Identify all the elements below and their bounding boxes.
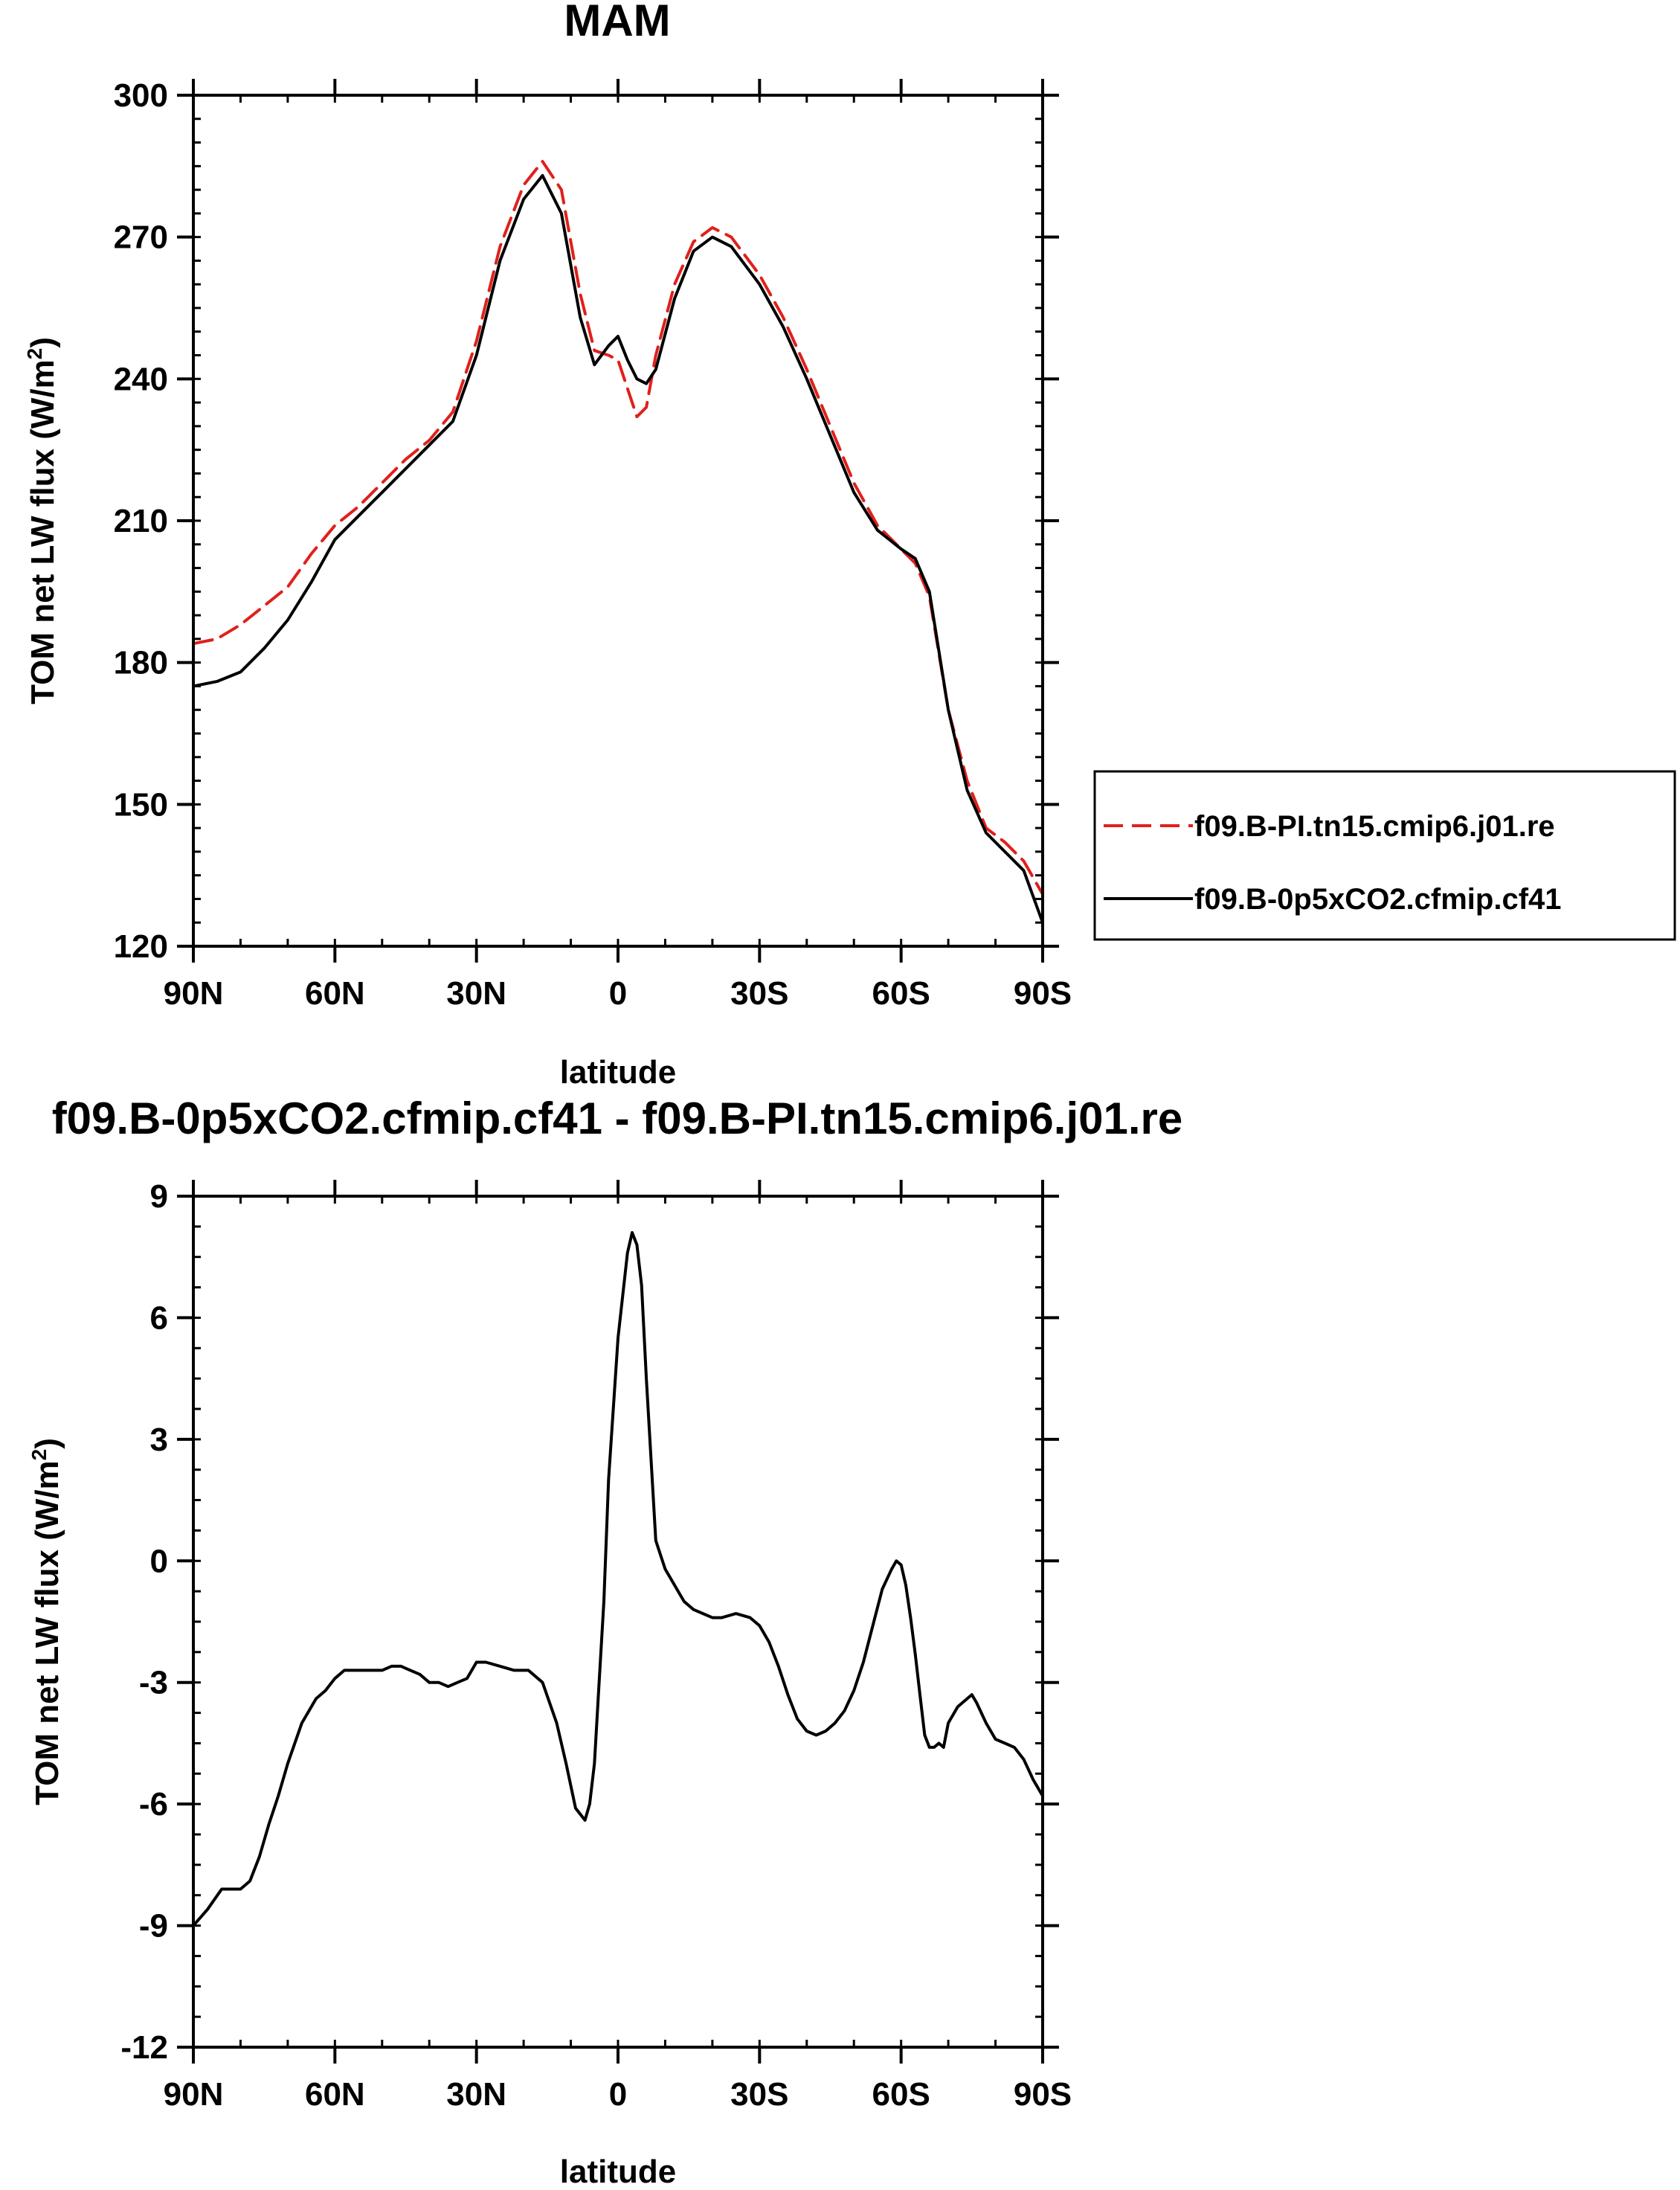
bottom-chart-y-axis-units: (W/m [29,1460,65,1541]
y-tick-label: -12 [120,2029,168,2066]
y-tick-label: -3 [139,1665,168,1701]
x-tick-label: 60S [872,2076,930,2113]
bottom-chart-y-axis-title: TOM net LW flux [29,1550,65,1805]
top-chart-title: MAM [564,0,670,45]
x-tick-label: 0 [609,975,627,1012]
y-tick-label: 120 [114,928,168,965]
bottom-chart-title: f09.B-0p5xCO2.cfmip.cf41 - f09.B-PI.tn15… [52,1094,1183,1143]
legend-label-series-1: f09.B-PI.tn15.cmip6.j01.re [1194,810,1555,843]
bottom-chart-x-tick-labels: 90N 60N 30N 0 30S 60S 90S [164,2076,1072,2113]
y-tick-label: 300 [114,77,168,114]
bottom-chart-y-tick-labels: -12 -9 -6 -3 0 3 6 9 [120,1178,168,2066]
x-tick-label: 30S [730,2076,788,2113]
y-tick-label: 6 [150,1300,168,1336]
x-tick-label: 90S [1014,975,1072,1012]
x-tick-label: 30N [446,2076,506,2113]
x-tick-label: 90N [164,975,224,1012]
legend-label-series-2: f09.B-0p5xCO2.cfmip.cf41 [1194,883,1562,916]
y-tick-label: 210 [114,503,168,539]
y-tick-label: -6 [139,1786,168,1823]
top-chart-x-tick-labels: 90N 60N 30N 0 30S 60S 90S [164,975,1072,1012]
legend-box [1093,770,1676,941]
series-line-1 [192,160,1044,896]
y-tick-label: 180 [114,645,168,681]
bottom-chart-ticks [177,1180,1059,2064]
y-tick-label: 9 [150,1178,168,1215]
y-tick-label: 0 [150,1543,168,1579]
top-chart-ticks [177,79,1059,963]
top-chart-y-tick-labels: 120 150 180 210 240 270 300 [114,77,168,965]
y-tick-label: 3 [150,1422,168,1458]
y-tick-label: 270 [114,219,168,256]
bottom-chart-y-axis-units-exponent: 2 [28,1449,51,1461]
y-tick-label: 150 [114,786,168,823]
top-chart-y-axis-title: TOM net LW flux [25,449,61,704]
series-line-2 [192,174,1044,925]
x-tick-label: 60S [872,975,930,1012]
series-line-1 [192,1231,1044,1927]
x-tick-label: 60N [305,975,365,1012]
bottom-chart-x-axis-label: latitude [560,2154,676,2190]
top-chart-y-axis-units-exponent: 2 [23,348,46,360]
bottom-chart-y-axis-units-close: ) [29,1438,65,1449]
top-chart-x-axis-label: latitude [560,1054,676,1091]
top-chart: MAM 120 150 180 210 240 270 300 90N 60N 30N 0 30S 6… [23,0,1676,1091]
x-tick-label: 60N [305,2076,365,2113]
x-tick-label: 90N [164,2076,224,2113]
bottom-chart-series-lines [192,1231,1044,1927]
x-tick-label: 90S [1014,2076,1072,2113]
top-chart-plot-frame [192,94,1044,948]
y-tick-label: -9 [139,1908,168,1945]
top-chart-y-axis-units-close: ) [25,337,61,348]
x-tick-label: 30N [446,975,506,1012]
y-tick-label: 240 [114,361,168,397]
bottom-chart-y-axis-label: TOM net LW flux (W/m2) [28,1438,65,1805]
x-tick-label: 0 [609,2076,627,2113]
top-chart-y-axis-label: TOM net LW flux (W/m2) [23,337,61,704]
bottom-chart-plot-frame [192,1195,1044,2049]
x-tick-label: 30S [730,975,788,1012]
top-chart-series-lines [192,160,1044,925]
top-chart-y-axis-units: (W/m [25,359,61,440]
legend: f09.B-PI.tn15.cmip6.j01.re f09.B-0p5xCO2… [1093,770,1676,941]
bottom-chart: f09.B-0p5xCO2.cfmip.cf41 - f09.B-PI.tn15… [28,1094,1182,2190]
